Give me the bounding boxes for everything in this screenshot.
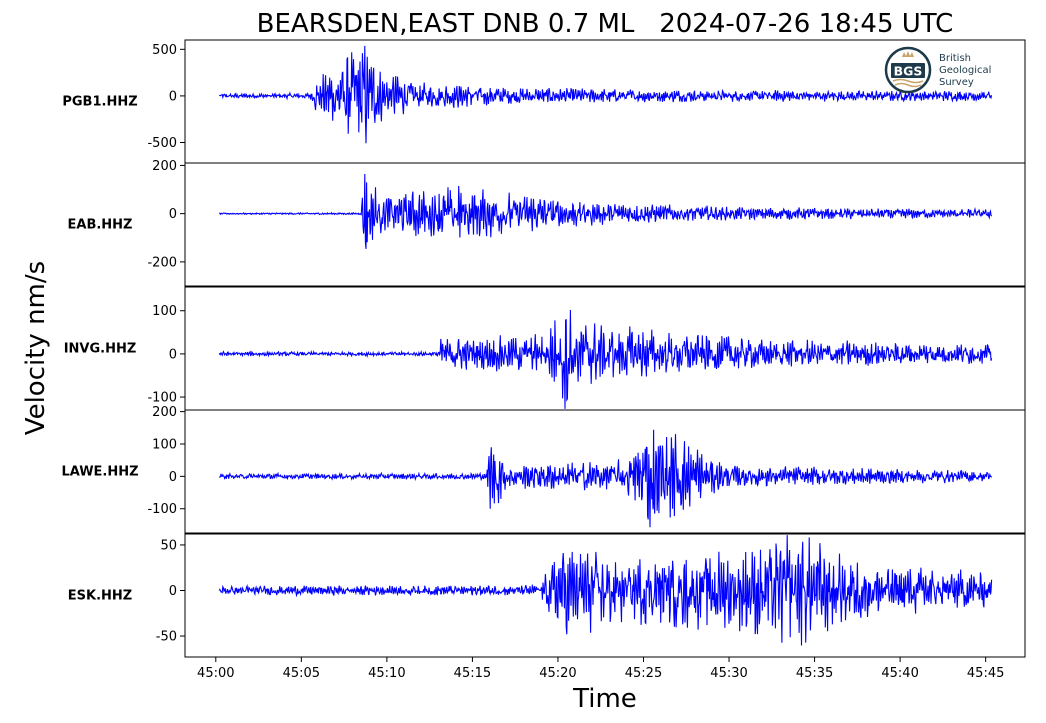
y-tick-label: 200 xyxy=(152,405,177,420)
waveform-eab-hhz xyxy=(219,173,993,249)
waveform-invg-hhz xyxy=(218,309,993,409)
bgs-logo-abbr: BGS xyxy=(894,64,923,79)
trace-panel-esk-hhz: 50 0 -50 ESK.HHZ xyxy=(68,533,1026,658)
trace-panel-pgb1-hhz: 500 0 -500 PGB1.HHZ xyxy=(62,39,1026,164)
x-tick-label: 45:15 xyxy=(454,666,491,681)
y-tick-label: 0 xyxy=(169,89,177,104)
station-label: ESK.HHZ xyxy=(68,589,132,604)
y-tick-label: 0 xyxy=(169,470,177,485)
y-tick-label: 500 xyxy=(152,43,177,58)
bgs-logo-name-line-3: Survey xyxy=(939,77,974,88)
waveform-pgb1-hhz xyxy=(219,45,993,144)
panel-frame xyxy=(184,533,1026,658)
x-tick-label: 45:20 xyxy=(539,666,576,681)
station-label: INVG.HHZ xyxy=(64,342,137,357)
station-label: EAB.HHZ xyxy=(68,218,133,233)
trace-panel-lawe-hhz: 200 100 0 -100 LAWE.HHZ xyxy=(61,405,1026,534)
y-axis-label: Velocity nm/s xyxy=(21,261,51,435)
chart-title: BEARSDEN,EAST DNB 0.7 ML 2024-07-26 18:4… xyxy=(257,9,954,39)
x-tick-label: 45:25 xyxy=(625,666,662,681)
y-tick-label: 100 xyxy=(152,437,177,452)
waveform-lawe-hhz xyxy=(218,429,993,528)
y-tick-label: 0 xyxy=(169,207,177,222)
x-tick-label: 45:30 xyxy=(710,666,747,681)
trace-panel-eab-hhz: 200 0 -200 EAB.HHZ xyxy=(68,159,1026,287)
y-tick-label: 200 xyxy=(152,159,177,174)
x-tick-label: 45:05 xyxy=(283,666,320,681)
y-tick-label: 50 xyxy=(160,538,177,553)
y-tick-label: 0 xyxy=(169,584,177,599)
x-axis-label: Time xyxy=(572,684,637,714)
y-tick-label: -100 xyxy=(147,391,177,406)
panel-frame xyxy=(184,286,1026,411)
y-tick-label: 100 xyxy=(152,304,177,319)
x-tick-label: 45:40 xyxy=(881,666,918,681)
bgs-logo-name-line-2: Geological xyxy=(939,65,991,76)
crown-icon xyxy=(902,51,914,57)
y-tick-label: -50 xyxy=(156,630,177,645)
y-tick-label: -500 xyxy=(147,136,177,151)
bgs-logo-name-line-1: British xyxy=(939,53,971,64)
trace-panel-invg-hhz: 100 0 -100 INVG.HHZ xyxy=(64,286,1026,411)
x-tick-label: 45:35 xyxy=(796,666,833,681)
x-tick-label: 45:00 xyxy=(197,666,234,681)
panel-frame xyxy=(184,409,1026,534)
x-axis: 45:00 45:05 45:10 45:15 45:20 45:25 45:30 45:35… xyxy=(197,657,1004,681)
y-tick-label: 0 xyxy=(169,347,177,362)
panel-frame xyxy=(184,162,1026,287)
station-label: LAWE.HHZ xyxy=(61,465,138,480)
bgs-logo: BGS British Geological Survey xyxy=(884,46,991,94)
x-tick-label: 45:10 xyxy=(368,666,405,681)
y-tick-label: -200 xyxy=(147,255,177,270)
waveform-esk-hhz xyxy=(218,535,993,646)
station-label: PGB1.HHZ xyxy=(62,95,137,110)
x-tick-label: 45:45 xyxy=(967,666,1004,681)
y-tick-label: -100 xyxy=(147,502,177,517)
